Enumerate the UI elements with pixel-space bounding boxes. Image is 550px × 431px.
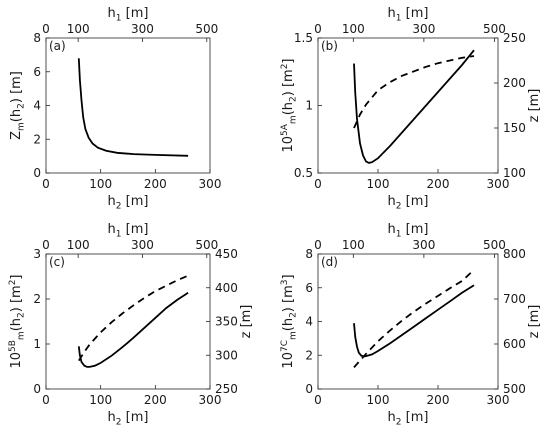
y-right-tick-label: 700 [503, 292, 526, 306]
y-tick-label: 8 [33, 31, 41, 45]
y-axis-label: 107C​m​(h2​) [m3​] [280, 274, 299, 368]
y-tick-label: 1.5 [294, 31, 313, 45]
y-right-tick-label: 400 [215, 281, 238, 295]
y-right-tick-label: 100 [503, 166, 526, 180]
y-right-tick-label: 250 [503, 31, 526, 45]
x-top-tick-label: 300 [131, 22, 154, 36]
y-axis-label: 105B​m​(h2​) [m2​] [8, 274, 27, 368]
y-right-tick-label: 250 [215, 382, 238, 396]
plot-area [45, 37, 211, 174]
y-right-axis-label: z [m] [239, 305, 254, 339]
y-right-axis-label: z [m] [527, 89, 542, 123]
plot-area [317, 37, 499, 174]
x-tick-label: 0 [314, 393, 322, 407]
y-right-axis-label: z [m] [527, 305, 542, 339]
x-tick-label: 0 [42, 393, 50, 407]
x-top-tick-label: 500 [483, 238, 506, 252]
y-right-tick-label: 300 [215, 348, 238, 362]
x-top-tick-label: 0 [42, 22, 50, 36]
x-axis-label: h2​ [m] [388, 194, 429, 212]
panel-d: 0100200300010030050002468500600700800h2​… [280, 222, 542, 428]
dashed-series-line [353, 55, 475, 129]
x-top-axis-label: h1​ [m] [108, 6, 149, 24]
x-top-tick-label: 300 [412, 22, 435, 36]
x-top-tick-label: 500 [483, 22, 506, 36]
x-top-axis-label: h1​ [m] [108, 222, 149, 240]
x-tick-label: 200 [144, 393, 167, 407]
y-tick-label: 4 [33, 99, 41, 113]
y-tick-label: 6 [305, 281, 313, 295]
x-tick-label: 0 [42, 177, 50, 191]
x-top-tick-label: 500 [195, 238, 218, 252]
x-tick-label: 0 [314, 177, 322, 191]
y-tick-label: 0 [33, 382, 41, 396]
y-tick-label: 2 [305, 348, 313, 362]
panel-label: (c) [49, 255, 65, 269]
y-axis-label: 105A​m​(h2​) [m2​] [280, 58, 299, 152]
x-top-axis-label: h1​ [m] [388, 6, 429, 24]
y-right-tick-label: 450 [215, 247, 238, 261]
dashed-series-line [78, 274, 189, 362]
y-right-tick-label: 500 [503, 382, 526, 396]
y-right-tick-label: 350 [215, 315, 238, 329]
solid-series-line [353, 49, 475, 164]
y-right-tick-label: 150 [503, 121, 526, 135]
x-top-tick-label: 0 [314, 238, 322, 252]
y-tick-label: 8 [305, 247, 313, 261]
x-tick-label: 300 [199, 177, 222, 191]
x-top-tick-label: 0 [314, 22, 322, 36]
x-axis-label: h2​ [m] [108, 194, 149, 212]
y-tick-label: 2 [33, 132, 41, 146]
x-top-tick-label: 100 [67, 22, 90, 36]
y-tick-label: 0 [33, 166, 41, 180]
panel-a: 0 100 200 300 0 100 300 500 0 2 4 6 8 h2​ [m] h1​ [m] Z… [9, 6, 221, 212]
panel-label: (b) [321, 39, 338, 53]
x-tick-label: 100 [367, 177, 390, 191]
x-tick-label: 300 [199, 393, 222, 407]
x-top-axis-label: h1​ [m] [388, 222, 429, 240]
plot-area [317, 253, 499, 390]
y-tick-label: 6 [33, 65, 41, 79]
x-tick-label: 100 [367, 393, 390, 407]
x-tick-label: 200 [427, 393, 450, 407]
y-tick-label: 0 [305, 382, 313, 396]
x-top-tick-label: 300 [412, 238, 435, 252]
y-tick-label: 1 [305, 99, 313, 113]
y-tick-label: 3 [33, 247, 41, 261]
x-tick-label: 100 [89, 393, 112, 407]
x-top-tick-label: 100 [342, 238, 365, 252]
y-tick-label: 1 [33, 337, 41, 351]
x-tick-label: 200 [144, 177, 167, 191]
y-right-tick-label: 200 [503, 76, 526, 90]
plot-area [45, 253, 211, 390]
solid-series-line [353, 284, 475, 358]
x-top-tick-label: 300 [131, 238, 154, 252]
x-axis-label: h2​ [m] [388, 410, 429, 428]
y-tick-label: 4 [305, 315, 313, 329]
panel-label: (d) [321, 255, 338, 269]
x-top-tick-label: 100 [67, 238, 90, 252]
solid-series-line [77, 291, 189, 368]
y-tick-label: 0.5 [294, 166, 313, 180]
y-tick-label: 2 [33, 292, 41, 306]
x-tick-label: 200 [427, 177, 450, 191]
x-tick-label: 300 [487, 177, 510, 191]
x-top-tick-label: 500 [195, 22, 218, 36]
x-tick-label: 100 [89, 177, 112, 191]
x-top-tick-label: 0 [42, 238, 50, 252]
panel-label: (a) [49, 39, 66, 53]
solid-series-line [77, 58, 189, 157]
dashed-series-line [353, 269, 475, 368]
x-top-tick-label: 100 [342, 22, 365, 36]
y-axis-label: Zm​(h2​) [m] [9, 71, 27, 140]
y-right-tick-label: 600 [503, 337, 526, 351]
x-axis-label: h2​ [m] [108, 410, 149, 428]
x-tick-label: 300 [487, 393, 510, 407]
y-right-tick-label: 800 [503, 247, 526, 261]
